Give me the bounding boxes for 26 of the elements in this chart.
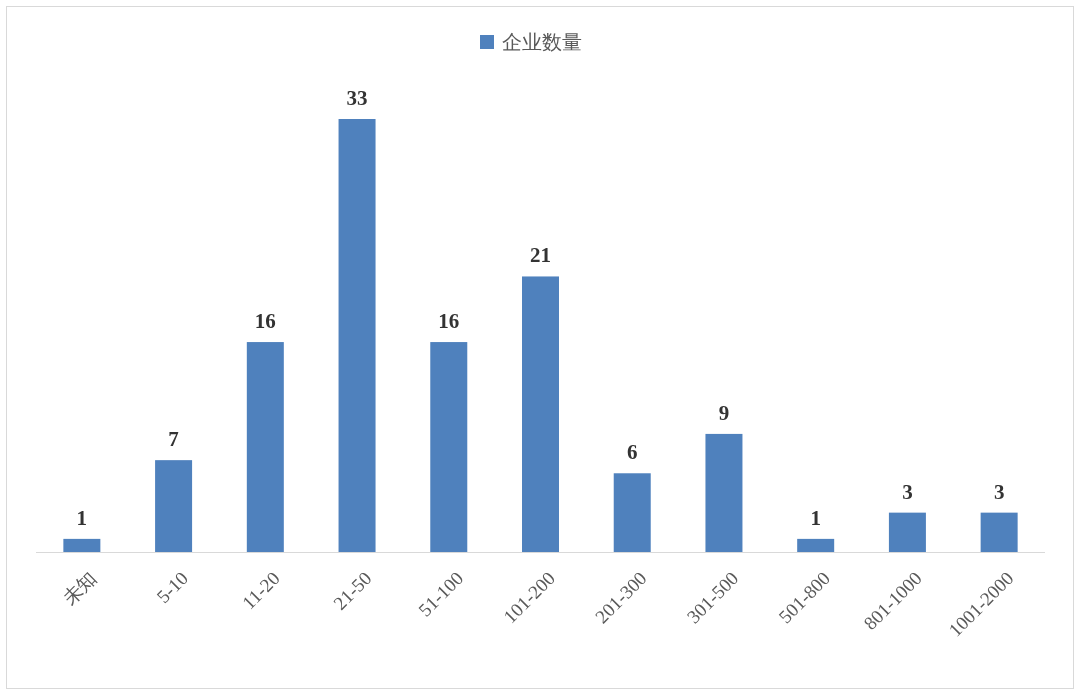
bar	[246, 342, 284, 552]
legend-label: 企业数量	[502, 29, 582, 54]
bar	[63, 538, 101, 552]
bar	[522, 276, 559, 552]
data-label: 33	[346, 86, 368, 110]
data-label: 7	[168, 427, 179, 452]
bar	[705, 433, 743, 552]
bar	[797, 538, 835, 552]
data-label: 3	[902, 479, 913, 504]
bar	[430, 342, 468, 552]
data-label: 21	[530, 243, 551, 268]
bar	[980, 512, 1018, 552]
data-label: 16	[438, 309, 460, 334]
bar	[338, 119, 376, 552]
data-label: 1	[810, 505, 821, 530]
data-label: 9	[718, 400, 730, 425]
legend: 企业数量	[480, 29, 582, 54]
data-label: 6	[626, 440, 638, 465]
data-label: 3	[993, 479, 1005, 504]
bar	[888, 512, 926, 552]
data-label: 16	[254, 309, 276, 334]
x-tick-label: 5-10	[152, 567, 193, 608]
data-label: 1	[76, 505, 88, 530]
x-tick-label: 未知	[58, 567, 101, 610]
bar	[155, 460, 193, 552]
bar	[613, 473, 651, 552]
